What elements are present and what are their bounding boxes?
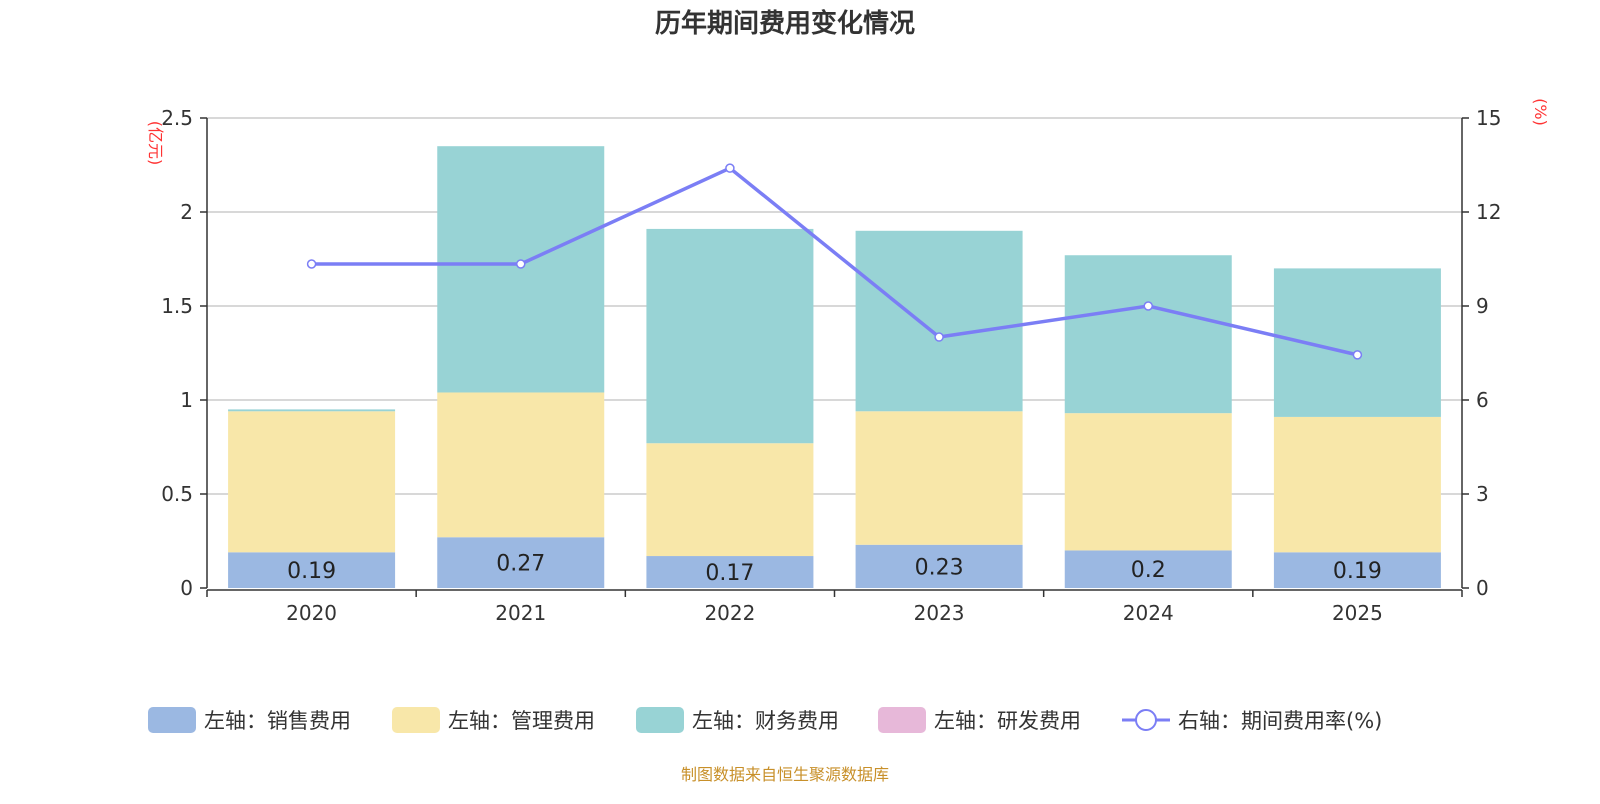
- right-tick-label: 3: [1476, 482, 1489, 506]
- footer-source: 制图数据来自恒生聚源数据库: [681, 765, 889, 784]
- right-tick-label: 12: [1476, 200, 1501, 224]
- left-tick-label: 1: [180, 388, 193, 412]
- bar-data-label: 0.2: [1131, 558, 1166, 583]
- legend-swatch: [878, 707, 926, 733]
- bar-segment: [228, 411, 396, 553]
- right-axis-label: (%): [1531, 98, 1550, 126]
- bar-segment: [437, 146, 605, 393]
- bar-segment: [1273, 552, 1441, 588]
- legend-label[interactable]: 左轴：管理费用: [448, 709, 595, 733]
- rate-point: [1352, 350, 1363, 360]
- bar-data-label: 0.19: [1333, 559, 1382, 584]
- bar-segment: [228, 409, 396, 412]
- bar-data-label: 0.23: [915, 555, 964, 580]
- x-tick-label: 2021: [495, 601, 546, 625]
- bar-segment: [228, 552, 396, 588]
- right-tick-label: 9: [1476, 294, 1489, 318]
- left-tick-label: 1.5: [161, 294, 193, 318]
- right-tick-label: 0: [1476, 576, 1489, 600]
- legend-marker: [1135, 709, 1157, 731]
- rate-point: [306, 259, 317, 269]
- bar-segment: [855, 411, 1023, 545]
- right-tick-label: 15: [1476, 106, 1501, 130]
- x-tick-label: 2020: [286, 601, 337, 625]
- bar-segment: [855, 230, 1023, 412]
- bar-segment: [1064, 413, 1232, 551]
- x-tick-label: 2023: [914, 601, 965, 625]
- legend-label[interactable]: 左轴：销售费用: [204, 709, 351, 733]
- bar-data-label: 0.19: [287, 559, 336, 584]
- x-tick-label: 2024: [1123, 601, 1174, 625]
- left-tick-label: 0: [180, 576, 193, 600]
- chart-title: 历年期间费用变化情况: [655, 8, 915, 39]
- left-tick-label: 0.5: [161, 482, 193, 506]
- x-tick-label: 2025: [1332, 601, 1383, 625]
- rate-point: [725, 163, 735, 173]
- bar-data-label: 0.17: [705, 561, 754, 586]
- legend-label[interactable]: 左轴：研发费用: [934, 709, 1081, 733]
- legend-label[interactable]: 左轴：财务费用: [692, 709, 839, 733]
- left-tick-label: 2.5: [161, 106, 193, 130]
- x-tick-label: 2022: [704, 601, 755, 625]
- rate-point: [1143, 301, 1153, 311]
- left-axis-label: (亿元): [146, 121, 165, 166]
- legend-label[interactable]: 右轴：期间费用率(%): [1178, 709, 1382, 733]
- bar-segment: [437, 537, 605, 588]
- right-tick-label: 6: [1476, 388, 1489, 412]
- bar-segment: [437, 392, 605, 538]
- bar-segment: [646, 556, 814, 588]
- bar-segment: [646, 443, 814, 557]
- bar-segment: [1273, 416, 1441, 553]
- bar-segment: [1064, 255, 1232, 414]
- bar-data-label: 0.27: [496, 552, 545, 577]
- bar-segment: [855, 544, 1023, 588]
- rate-point: [934, 332, 944, 342]
- left-tick-label: 2: [180, 200, 193, 224]
- rate-line: [311, 166, 1358, 357]
- legend-swatch: [392, 707, 440, 733]
- rate-point: [516, 259, 526, 269]
- bar-segment: [1064, 550, 1232, 588]
- legend-swatch: [148, 707, 196, 733]
- bar-segment: [646, 228, 814, 444]
- legend-swatch: [636, 707, 684, 733]
